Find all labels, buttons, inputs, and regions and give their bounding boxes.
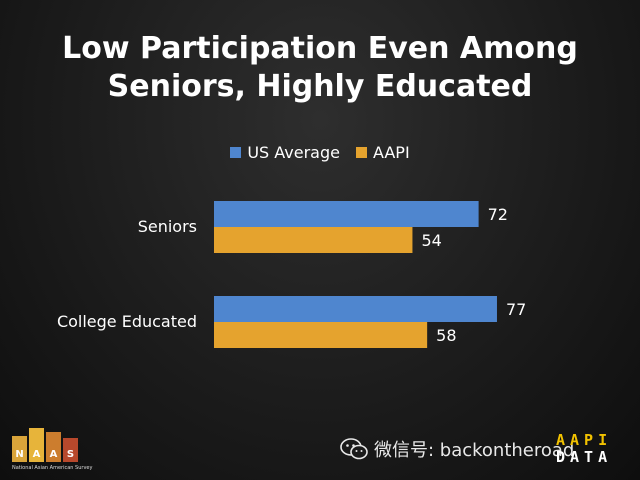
category-label-college-educated: College Educated — [57, 312, 197, 331]
legend-swatch-aapi — [355, 147, 367, 158]
logo-subtitle: National Asian American Survey — [12, 465, 93, 471]
bar-aapi-seniors — [214, 227, 413, 253]
legend-label-aapi: AAPI — [372, 143, 410, 162]
data-label-us-average-college-educated: 77 — [506, 300, 526, 319]
title-line-2: Seniors, Highly Educated — [107, 69, 533, 104]
data-logo-bottom: DATA — [556, 448, 613, 466]
watermark-text: 微信号: backontheroad — [374, 440, 575, 461]
bar-us-average-seniors — [214, 201, 479, 227]
logo-letter-4: S — [63, 438, 78, 462]
wechat-icon — [340, 438, 368, 460]
data-label-aapi-seniors: 54 — [421, 231, 441, 250]
logo-letter-3: A — [46, 432, 61, 462]
legend-item-us-average: US Average — [230, 143, 340, 162]
naas-logo: N A A S National Asian American Survey — [12, 426, 92, 471]
data-label-us-average-seniors: 72 — [488, 205, 508, 224]
aapi-data-logo: AAPI DATA — [556, 432, 632, 466]
legend-item-aapi: AAPI — [355, 143, 410, 162]
logo-letter-2: A — [29, 428, 44, 462]
title-line-1: Low Participation Even Among — [62, 31, 578, 66]
logo-letter-1: N — [12, 436, 27, 462]
legend: US Average AAPI — [0, 143, 640, 162]
data-label-aapi-college-educated: 58 — [436, 326, 456, 345]
data-logo-top: AAPI — [556, 431, 613, 449]
category-label-seniors: Seniors — [138, 217, 197, 236]
bar-us-average-college-educated — [214, 296, 497, 322]
legend-swatch-us-average — [230, 147, 242, 158]
bar-aapi-college-educated — [214, 322, 428, 348]
chart-title: Low Participation Even Among Seniors, Hi… — [0, 30, 640, 106]
legend-label-us-average: US Average — [247, 143, 340, 162]
wechat-watermark: 微信号: backontheroad — [340, 436, 574, 462]
